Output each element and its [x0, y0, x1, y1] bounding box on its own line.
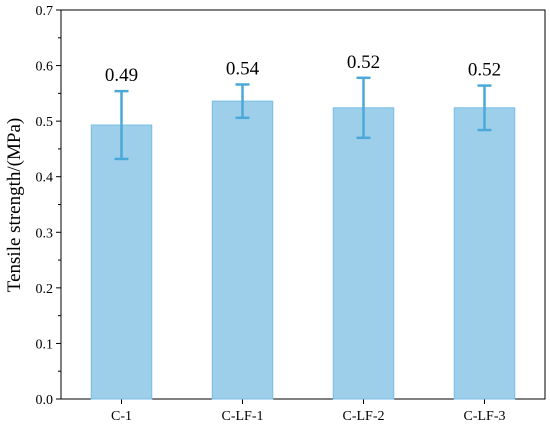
y-axis-ticks: 0.0 0.1 0.2 0.3 0.4 0.5 0.6 0.7 [36, 4, 61, 408]
x-tick-label: C-LF-2 [343, 409, 385, 424]
y-tick-label: 0.0 [36, 393, 54, 408]
y-tick-label: 0.1 [36, 337, 54, 352]
error-bar [477, 84, 492, 132]
x-axis-ticks: C-1 C-LF-1 C-LF-2 C-LF-3 [111, 399, 506, 424]
data-labels-group: 0.49 0.54 0.52 0.52 [105, 52, 501, 86]
y-tick-label: 0.2 [36, 282, 54, 297]
y-tick-label: 0.5 [36, 115, 54, 130]
data-label: 0.52 [468, 60, 501, 81]
error-bars-group [114, 76, 492, 161]
data-label: 0.52 [347, 52, 380, 73]
x-tick-label: C-1 [111, 409, 132, 424]
error-bar [356, 76, 371, 140]
bar [332, 107, 395, 400]
bar [453, 107, 516, 400]
y-tick-label: 0.7 [36, 4, 54, 19]
y-axis-title: Tensile strength/(MPa) [4, 118, 25, 292]
bar [90, 124, 153, 400]
bar [211, 100, 274, 400]
y-tick-label: 0.4 [36, 171, 54, 186]
error-bar [235, 83, 250, 120]
x-tick-label: C-LF-1 [222, 409, 264, 424]
y-tick-label: 0.3 [36, 226, 54, 241]
data-label: 0.49 [105, 65, 138, 86]
y-tick-label: 0.6 [36, 60, 54, 75]
bars-group [90, 100, 516, 400]
x-tick-label: C-LF-3 [464, 409, 506, 424]
data-label: 0.54 [226, 58, 260, 79]
error-bar [114, 89, 129, 161]
